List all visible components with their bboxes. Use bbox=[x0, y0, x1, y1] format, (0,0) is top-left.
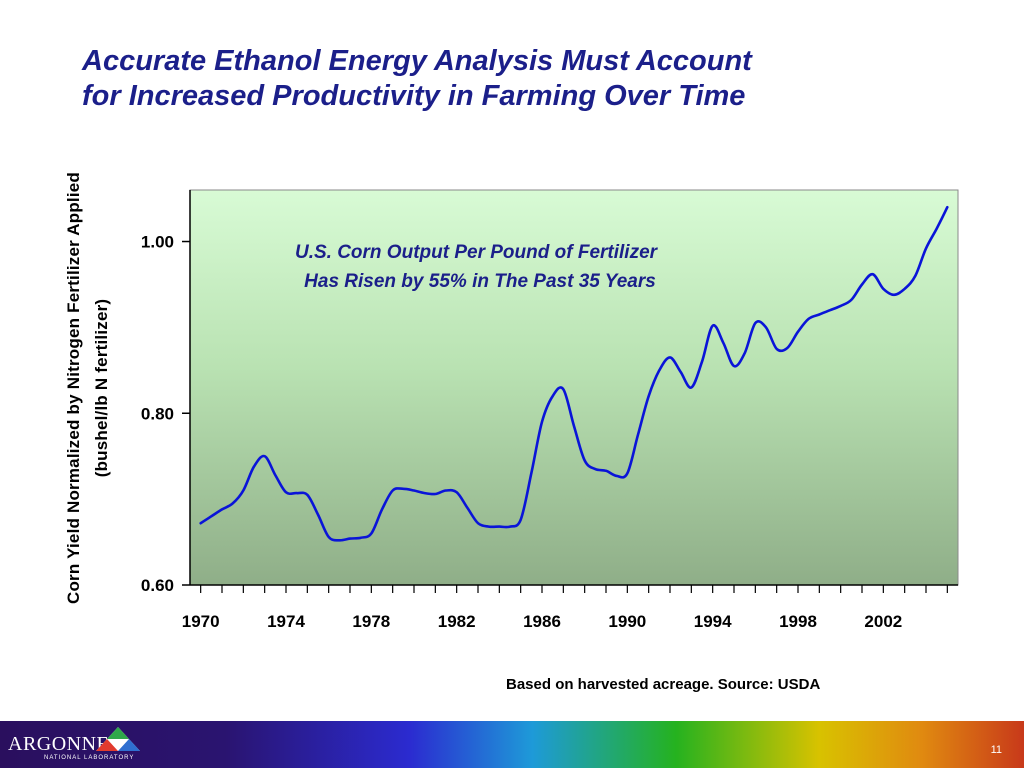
x-tick-label: 1974 bbox=[267, 612, 305, 631]
slide-title-line1: Accurate Ethanol Energy Analysis Must Ac… bbox=[82, 45, 752, 77]
annotation-line2: Has Risen by 55% in The Past 35 Years bbox=[304, 271, 656, 292]
line-chart: 0.60 0.80 1.00 1970 1974 1978 1982 1986 1990 199… bbox=[141, 189, 959, 631]
x-tick-label: 1978 bbox=[352, 612, 390, 631]
x-axis-ticks: 1970 1974 1978 1982 1986 1990 1994 1998 2002 bbox=[182, 585, 948, 631]
argonne-triangle-icon bbox=[96, 727, 140, 751]
x-tick-label: 1994 bbox=[694, 612, 732, 631]
y-axis-label-line1: Corn Yield Normalized by Nitrogen Fertil… bbox=[64, 172, 83, 604]
y-tick-label: 0.60 bbox=[141, 576, 174, 595]
x-tick-label: 2002 bbox=[864, 612, 902, 631]
x-tick-label: 1986 bbox=[523, 612, 561, 631]
slide-title-line2: for Increased Productivity in Farming Ov… bbox=[82, 80, 746, 112]
x-tick-label: 1982 bbox=[438, 612, 476, 631]
y-axis-ticks: 0.60 0.80 1.00 bbox=[141, 233, 190, 595]
x-tick-label: 1970 bbox=[182, 612, 220, 631]
logo-subtext: NATIONAL LABORATORY bbox=[44, 755, 135, 761]
y-tick-label: 1.00 bbox=[141, 233, 174, 252]
axes bbox=[189, 190, 958, 586]
series-line-corn-yield bbox=[199, 205, 949, 542]
page-number: 11 bbox=[990, 744, 1002, 756]
source-footnote: Based on harvested acreage. Source: USDA bbox=[506, 676, 821, 693]
footer-bar: ARGONNE NATIONAL LABORATORY 11 bbox=[0, 721, 1024, 768]
y-tick-label: 0.80 bbox=[141, 404, 174, 423]
plot-area bbox=[189, 189, 959, 586]
annotation-line1: U.S. Corn Output Per Pound of Fertilizer bbox=[295, 242, 659, 263]
x-tick-label: 1990 bbox=[608, 612, 646, 631]
logo-text: ARGONNE bbox=[8, 733, 110, 755]
x-tick-label: 1998 bbox=[779, 612, 817, 631]
y-axis-label-line2: (bushel/lb N fertilizer) bbox=[92, 298, 111, 478]
slide-title: Accurate Ethanol Energy Analysis Must Ac… bbox=[82, 44, 982, 114]
